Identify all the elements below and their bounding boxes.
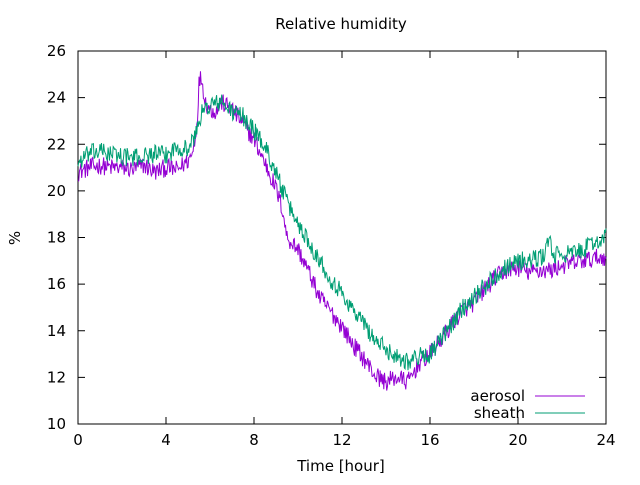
y-tick-label: 26: [47, 42, 66, 60]
x-tick-label: 8: [249, 431, 259, 449]
x-tick-label: 12: [332, 431, 351, 449]
chart-title: Relative humidity: [275, 15, 407, 33]
legend-label-sheath: sheath: [474, 404, 525, 422]
plot-frame: [77, 50, 607, 425]
y-tick-label: 16: [47, 275, 66, 293]
x-tick-label: 16: [420, 431, 439, 449]
axis-ticks: 0 4 8 12 16 20 24 10 12 14 16 18 20 22 24 26: [47, 42, 616, 449]
x-tick-label: 4: [161, 431, 171, 449]
y-tick-label: 18: [47, 229, 66, 247]
y-axis-label: %: [6, 231, 24, 245]
series-line-sheath: [77, 94, 607, 371]
y-tick-label: 20: [47, 182, 66, 200]
series-lines: [77, 71, 607, 391]
y-tick-label: 12: [47, 368, 66, 386]
y-tick-label: 24: [47, 89, 66, 107]
y-tick-label: 10: [47, 415, 66, 433]
legend-label-aerosol: aerosol: [470, 387, 525, 405]
x-tick-label: 0: [73, 431, 83, 449]
y-tick-label: 22: [47, 135, 66, 153]
series-line-aerosol: [77, 71, 607, 391]
x-axis-label: Time [hour]: [296, 457, 385, 475]
x-tick-label: 20: [508, 431, 527, 449]
x-tick-label: 24: [596, 431, 615, 449]
y-tick-label: 14: [47, 322, 66, 340]
